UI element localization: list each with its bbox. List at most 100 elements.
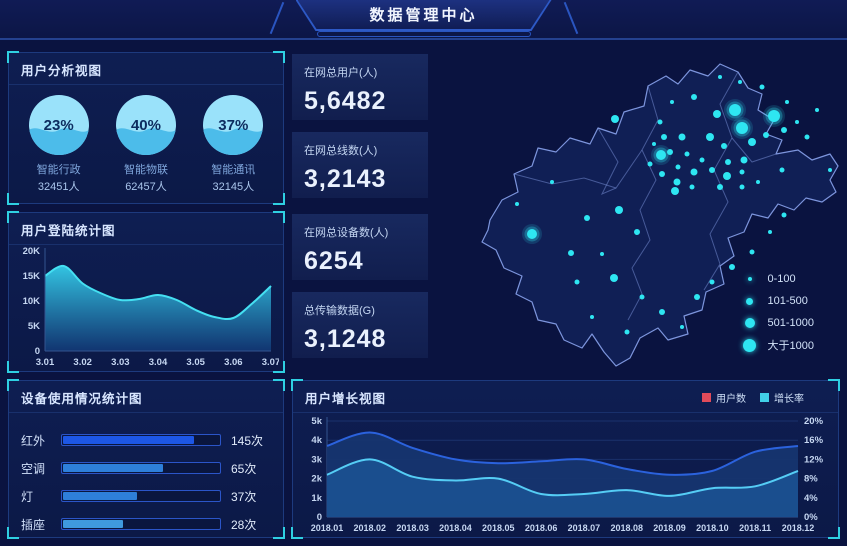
svg-text:12%: 12% xyxy=(804,454,824,465)
svg-text:5k: 5k xyxy=(311,416,322,427)
corner-bracket-icon xyxy=(828,527,840,539)
panel-title: 用户分析视图 xyxy=(9,53,283,85)
svg-text:3.06: 3.06 xyxy=(224,357,243,368)
stat-value: 3,1248 xyxy=(304,325,387,353)
legend-label: 501-1000 xyxy=(767,317,815,329)
svg-text:3.02: 3.02 xyxy=(73,357,92,368)
corner-bracket-icon xyxy=(7,361,19,373)
gauge-item: 23% 智能行政 32451人 xyxy=(19,94,99,194)
corner-bracket-icon xyxy=(273,379,285,391)
svg-text:2018.10: 2018.10 xyxy=(696,523,729,533)
svg-text:2018.04: 2018.04 xyxy=(439,523,472,533)
bar-label: 红外 xyxy=(21,433,46,448)
legend-label: 大于1000 xyxy=(767,340,814,352)
banner-left-slash-decoration xyxy=(269,1,284,35)
gauge-count: 32451人 xyxy=(37,181,80,193)
stat-label: 总传输数据(G) xyxy=(304,305,375,317)
liquid-gauge-svg xyxy=(115,95,176,155)
legend-item-growth-rate[interactable]: 增长率 xyxy=(760,390,804,405)
svg-text:0: 0 xyxy=(317,512,322,523)
title-banner-underline xyxy=(316,31,531,37)
corner-bracket-icon xyxy=(273,527,285,539)
svg-text:3.03: 3.03 xyxy=(111,357,130,368)
legend-swatch-icon xyxy=(760,393,769,402)
svg-text:3.05: 3.05 xyxy=(186,357,205,368)
svg-text:2018.05: 2018.05 xyxy=(482,523,515,533)
stat-card-total-lines: 在网总线数(人) 3,2143 xyxy=(292,132,428,198)
corner-bracket-icon xyxy=(7,527,19,539)
bar-track xyxy=(61,462,221,474)
stat-card-total-devices: 在网总设备数(人) 6254 xyxy=(292,214,428,280)
svg-text:4%: 4% xyxy=(804,493,818,504)
bar-fill xyxy=(63,492,138,500)
liquid-gauge-circle: 23% xyxy=(28,94,90,156)
map-legend-item[interactable]: 0-100 xyxy=(742,268,815,290)
bar-value: 65次 xyxy=(231,461,257,476)
svg-text:3.01: 3.01 xyxy=(36,357,55,368)
svg-text:2018.11: 2018.11 xyxy=(739,523,771,533)
corner-bracket-icon xyxy=(273,51,285,63)
svg-text:3.07: 3.07 xyxy=(262,357,279,368)
stat-value: 3,2143 xyxy=(304,165,387,193)
bar-row: 红外 145次 xyxy=(21,426,271,454)
bar-fill xyxy=(63,436,195,444)
panel-user-analysis: 用户分析视图 23% 智能行政 32451人 xyxy=(7,51,285,205)
bar-row: 灯 37次 xyxy=(21,482,271,510)
stat-value: 6254 xyxy=(304,247,364,275)
gauge-count: 32145人 xyxy=(212,181,255,193)
gauge-percent: 23% xyxy=(43,116,74,134)
liquid-gauge-svg xyxy=(203,95,264,155)
legend-dot-icon xyxy=(742,318,758,328)
page-title: 数据管理中心 xyxy=(369,7,478,24)
corner-bracket-icon xyxy=(273,211,285,223)
svg-text:2018.08: 2018.08 xyxy=(610,523,643,533)
panel-login-stats: 用户登陆统计图 0 5K 10K 15K 20K 3.01 3.02 3.03 3.04 3.05… xyxy=(7,211,285,373)
legend-label: 增长率 xyxy=(774,394,804,405)
corner-bracket-icon xyxy=(273,193,285,205)
map-legend-item[interactable]: 101-500 xyxy=(742,290,815,312)
map-legend-item[interactable]: 大于1000 xyxy=(742,334,815,356)
bar-value: 28次 xyxy=(231,517,257,532)
svg-text:20K: 20K xyxy=(23,246,41,257)
liquid-gauge-svg xyxy=(28,95,89,155)
bar-label: 空调 xyxy=(21,461,46,476)
panel-device-usage: 设备使用情况统计图 红外 145次 空调 65次 灯 37次 插座 28次 xyxy=(7,379,285,546)
gauge-count: 62457人 xyxy=(125,181,167,193)
bar-fill xyxy=(63,464,163,472)
stat-label: 在网总设备数(人) xyxy=(304,227,389,239)
svg-text:8%: 8% xyxy=(804,474,818,485)
title-banner: 数据管理中心 xyxy=(296,0,552,31)
bar-label: 插座 xyxy=(21,517,46,532)
gauge-item: 37% 智能通讯 32145人 xyxy=(193,94,273,194)
panel-user-growth: 用户增长视图 用户数 增长率 0 0% 1k 4% 2k 8% 3k 12% 4k 16% 5k 20… xyxy=(291,379,840,539)
legend-dot-icon xyxy=(742,297,758,305)
svg-text:3k: 3k xyxy=(311,454,322,465)
panel-title: 用户登陆统计图 xyxy=(9,213,283,245)
stat-label: 在网总用户(人) xyxy=(304,67,378,79)
gauge-item: 40% 智能物联 62457人 xyxy=(106,94,186,194)
svg-text:2018.12: 2018.12 xyxy=(782,523,815,533)
svg-text:10K: 10K xyxy=(23,296,41,307)
svg-text:0: 0 xyxy=(35,346,40,357)
page-header: 数据管理中心 xyxy=(0,0,847,40)
bar-row: 插座 28次 xyxy=(21,510,271,538)
svg-text:0%: 0% xyxy=(804,512,818,523)
stat-value: 5,6482 xyxy=(304,87,387,115)
legend-label: 101-500 xyxy=(767,295,808,307)
legend-item-users[interactable]: 用户数 xyxy=(702,390,746,405)
legend-swatch-icon xyxy=(702,393,711,402)
corner-bracket-icon xyxy=(291,379,303,391)
liquid-gauge-circle: 37% xyxy=(202,94,264,156)
growth-area-chart: 0 0% 1k 4% 2k 8% 3k 12% 4k 16% 5k 20% 2018.01 2018.02… xyxy=(311,416,824,533)
svg-text:16%: 16% xyxy=(804,435,824,446)
bar-row: 空调 65次 xyxy=(21,454,271,482)
panel-title: 用户增长视图 xyxy=(293,381,838,413)
gauge-name: 智能物联 xyxy=(123,164,168,176)
svg-text:2018.06: 2018.06 xyxy=(525,523,558,533)
map-legend-item[interactable]: 501-1000 xyxy=(742,312,815,334)
legend-dot-icon xyxy=(742,277,758,281)
corner-bracket-icon xyxy=(7,379,19,391)
stat-card-total-users: 在网总用户(人) 5,6482 xyxy=(292,54,428,120)
svg-text:1k: 1k xyxy=(311,493,322,504)
